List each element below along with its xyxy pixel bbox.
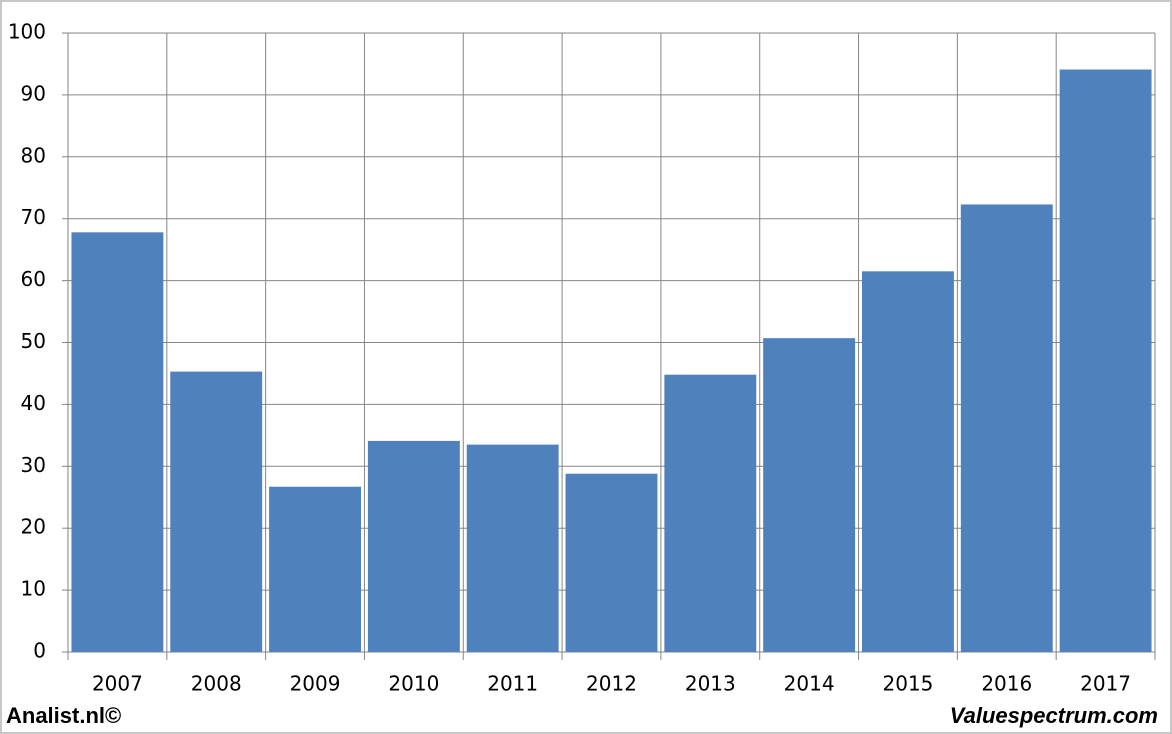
x-tick-label: 2014 bbox=[784, 672, 835, 696]
y-tick-label: 90 bbox=[21, 81, 46, 105]
bar bbox=[565, 473, 658, 652]
y-tick-label: 0 bbox=[33, 639, 46, 663]
bar bbox=[960, 204, 1053, 652]
bar bbox=[71, 232, 164, 652]
x-tick-label: 2015 bbox=[883, 672, 934, 696]
x-tick-label: 2007 bbox=[92, 672, 143, 696]
x-tick-label: 2010 bbox=[388, 672, 439, 696]
y-tick-label: 60 bbox=[21, 267, 46, 291]
bar bbox=[269, 486, 361, 652]
bar bbox=[763, 338, 856, 652]
bar bbox=[170, 371, 263, 652]
x-tick-label: 2012 bbox=[586, 672, 637, 696]
bar bbox=[466, 444, 559, 652]
bar bbox=[367, 440, 460, 652]
x-tick-label: 2017 bbox=[1080, 672, 1131, 696]
y-tick-label: 20 bbox=[21, 515, 46, 539]
x-tick-label: 2011 bbox=[487, 672, 538, 696]
y-tick-label: 10 bbox=[21, 577, 46, 601]
x-tick-label: 2009 bbox=[290, 672, 341, 696]
bar bbox=[1059, 69, 1152, 653]
y-tick-label: 30 bbox=[21, 453, 46, 477]
source-right: Valuespectrum.com bbox=[950, 703, 1158, 728]
source-left: Analist.nl© bbox=[6, 703, 121, 728]
y-tick-label: 100 bbox=[8, 20, 46, 44]
y-tick-label: 80 bbox=[21, 143, 46, 167]
x-tick-label: 2016 bbox=[981, 672, 1032, 696]
x-tick-label: 2013 bbox=[685, 672, 736, 696]
y-tick-label: 50 bbox=[21, 329, 46, 353]
bar bbox=[664, 374, 757, 652]
y-tick-label: 70 bbox=[21, 205, 46, 229]
y-tick-label: 40 bbox=[21, 391, 46, 415]
bar bbox=[862, 271, 954, 652]
x-tick-label: 2008 bbox=[191, 672, 242, 696]
